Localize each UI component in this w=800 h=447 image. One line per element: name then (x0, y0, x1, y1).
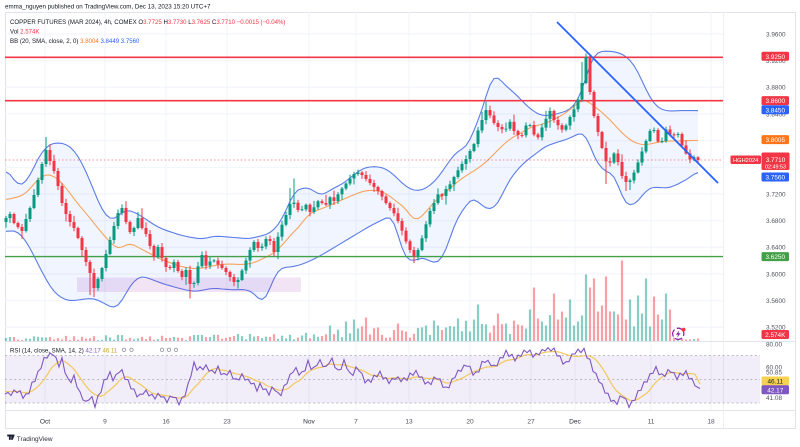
svg-text:3.9250: 3.9250 (765, 54, 785, 61)
svg-text:3.7200: 3.7200 (766, 191, 786, 198)
svg-text:3.8400: 3.8400 (766, 111, 786, 118)
svg-text:COPPER FUTURES (MAR 2024), 4h,: COPPER FUTURES (MAR 2024), 4h, COMEX O3.… (10, 19, 285, 26)
svg-text:3.6800: 3.6800 (766, 218, 786, 225)
svg-text:27: 27 (527, 418, 535, 425)
svg-text:18: 18 (707, 418, 715, 425)
svg-text:20: 20 (466, 418, 474, 425)
svg-text:3.8600: 3.8600 (765, 98, 785, 105)
svg-text:46.11: 46.11 (767, 379, 783, 386)
svg-text:3.6400: 3.6400 (766, 245, 786, 252)
svg-text:60.00: 60.00 (766, 364, 782, 371)
svg-text:3.5200: 3.5200 (766, 325, 786, 332)
svg-text:Oct: Oct (40, 418, 50, 425)
svg-text:23: 23 (223, 418, 231, 425)
svg-text:3.8005: 3.8005 (765, 137, 785, 144)
svg-text:3.9200: 3.9200 (766, 58, 786, 65)
svg-text:16: 16 (162, 418, 170, 425)
svg-text:3.8450: 3.8450 (765, 107, 785, 114)
svg-text:emma_nguyen published on Tradi: emma_nguyen published on TradingView.com… (5, 4, 211, 11)
svg-text:RSI (14, close, SMA, 14, 2) 42: RSI (14, close, SMA, 14, 2) 42.17 46.11 (10, 348, 118, 355)
svg-text:BB (20, SMA, close, 2, 0) 3.80: BB (20, SMA, close, 2, 0) 3.8004 3.8449 … (10, 38, 140, 45)
svg-text:3.5600: 3.5600 (766, 298, 786, 305)
svg-text:Vol 2.574K: Vol 2.574K (10, 29, 40, 36)
svg-text:TradingView: TradingView (17, 436, 53, 443)
svg-text:3.6250: 3.6250 (765, 254, 785, 261)
svg-text:3.7560: 3.7560 (765, 175, 785, 182)
svg-text:9: 9 (103, 418, 107, 425)
svg-text:Dec: Dec (569, 418, 581, 425)
svg-text:50.85: 50.85 (766, 369, 782, 376)
svg-text:13: 13 (405, 418, 413, 425)
svg-text:80.00: 80.00 (766, 341, 782, 348)
svg-text:HGH2024: HGH2024 (733, 158, 758, 164)
svg-text:42.17: 42.17 (767, 387, 783, 394)
svg-text:3.9600: 3.9600 (766, 31, 786, 38)
svg-text:11: 11 (648, 418, 655, 425)
svg-text:7: 7 (354, 418, 358, 425)
svg-text:Nov: Nov (303, 418, 315, 425)
svg-text:3.8800: 3.8800 (766, 85, 786, 92)
svg-text:41.08: 41.08 (766, 395, 782, 402)
svg-text:02:49:53: 02:49:53 (765, 165, 786, 171)
svg-text:3.6000: 3.6000 (766, 271, 786, 278)
svg-text:3.7710: 3.7710 (766, 157, 786, 164)
svg-text:2.574K: 2.574K (765, 332, 786, 339)
